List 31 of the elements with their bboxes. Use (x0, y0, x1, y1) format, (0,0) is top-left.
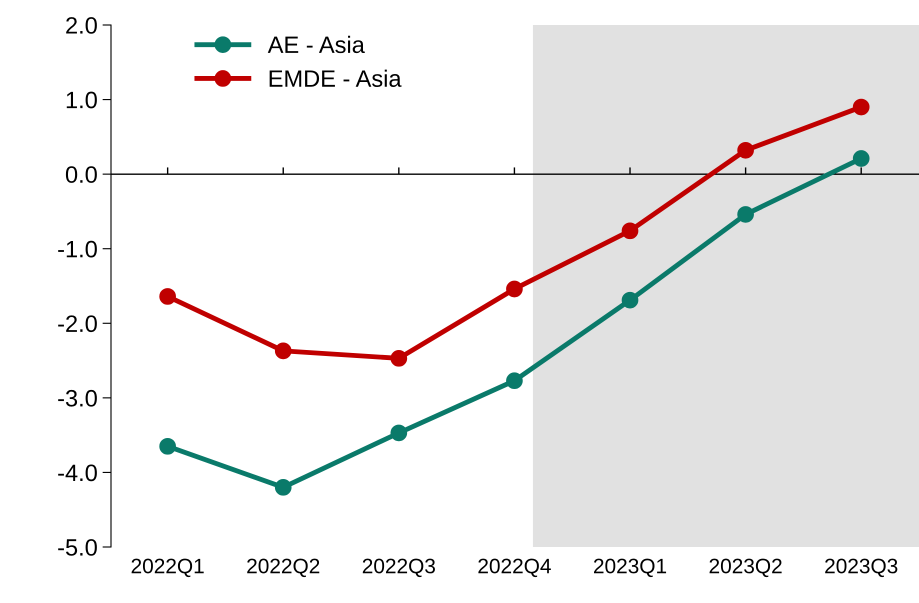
point (390, 424, 408, 442)
x-tick-label: 2023Q3 (825, 558, 898, 578)
y-tick-label: 1.0 (66, 92, 97, 108)
point (622, 222, 638, 240)
point (159, 288, 176, 305)
x-tick-label: 2023Q2 (710, 558, 782, 578)
x-tick-label: 2022Q3 (362, 558, 435, 578)
y-tick-label: 0.0 (66, 166, 97, 183)
point (274, 342, 292, 360)
y-tick-label: -5.0 (58, 539, 97, 556)
x-tick-label: 2022Q4 (478, 558, 551, 578)
x-tick-label: 2022Q2 (247, 558, 320, 578)
point (622, 292, 638, 308)
point (506, 372, 523, 390)
point (390, 350, 408, 367)
point (852, 98, 870, 116)
point (852, 150, 870, 167)
point (274, 479, 292, 496)
point (159, 438, 176, 455)
y-tick-label: -1.0 (58, 240, 97, 258)
legend-label: EMDE - Asia (270, 70, 402, 87)
y-tick-label: -3.0 (58, 390, 97, 407)
point (737, 206, 754, 223)
y-tick-label: 2.0 (66, 17, 97, 34)
x-tick-label: 2022Q1 (132, 558, 204, 578)
x-tick-label: 2023Q1 (594, 558, 666, 578)
legend-label: AE - Asia (268, 36, 365, 54)
y-tick-label: -4.0 (58, 464, 97, 482)
y-tick-label: -2.0 (58, 315, 97, 332)
point (506, 280, 523, 298)
point (737, 142, 754, 159)
